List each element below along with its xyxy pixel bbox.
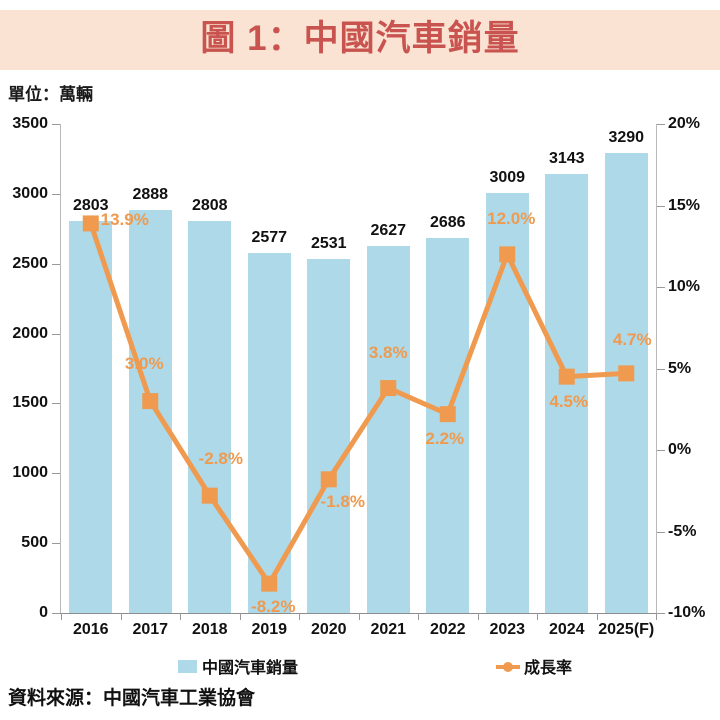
x-axis-tick bbox=[596, 613, 598, 620]
x-axis-label-2022: 2022 bbox=[429, 621, 466, 638]
y-axis-left-label: 500 bbox=[21, 534, 48, 552]
y-axis-left-label: 1500 bbox=[12, 394, 48, 412]
x-axis-line bbox=[52, 613, 664, 614]
y-axis-right-label: 5% bbox=[668, 359, 692, 377]
y-axis-right-tick bbox=[657, 205, 665, 207]
legend-item-growth[interactable]: 成長率 bbox=[496, 654, 572, 678]
bar-value-label: 3143 bbox=[548, 149, 585, 167]
growth-rate-value-label: 2.2% bbox=[425, 429, 465, 449]
bar-sales-2022[interactable] bbox=[426, 237, 470, 613]
x-axis-tick bbox=[299, 613, 300, 620]
y-axis-left-label: 3000 bbox=[12, 184, 48, 202]
x-axis-label-2017: 2017 bbox=[132, 621, 169, 638]
page-title: 圖 1：中國汽車銷量 bbox=[200, 19, 520, 58]
bar-sales-2018[interactable] bbox=[188, 220, 232, 613]
growth-rate-value-label: 3.0% bbox=[124, 354, 164, 374]
y-axis-left-label: 0 bbox=[39, 604, 48, 621]
y-axis-right-label: 20% bbox=[668, 115, 701, 132]
x-axis-label-2020: 2020 bbox=[310, 621, 347, 638]
y-axis-right-tick bbox=[657, 287, 665, 288]
y-axis-left-label: 2500 bbox=[12, 254, 48, 272]
y-axis-left-tick bbox=[52, 333, 60, 335]
y-axis-right-tick bbox=[657, 613, 665, 614]
x-axis-label-2018: 2018 bbox=[191, 621, 228, 638]
y-axis-left-tick bbox=[52, 543, 60, 545]
growth-rate-value-label: 4.7% bbox=[612, 330, 652, 350]
x-axis-tick bbox=[61, 613, 62, 620]
bar-value-label: 2803 bbox=[72, 197, 109, 215]
y-axis-left-tick bbox=[52, 124, 60, 125]
growth-rate-value-label: 3.8% bbox=[368, 343, 408, 363]
bar-sales-2021[interactable] bbox=[366, 245, 410, 613]
y-axis-left-tick bbox=[52, 263, 60, 265]
growth-rate-value-label: -8.2% bbox=[251, 596, 296, 616]
bar-value-label: 2808 bbox=[191, 196, 228, 214]
y-axis-right-label: -10% bbox=[668, 604, 706, 621]
title-band bbox=[0, 10, 720, 70]
y-axis-left-label: 1000 bbox=[12, 464, 48, 482]
x-axis-tick bbox=[418, 613, 419, 620]
bar-value-label: 2888 bbox=[132, 185, 169, 203]
chart-legend: 中國汽車銷量 成長率 bbox=[0, 654, 720, 680]
x-axis-label-2021: 2021 bbox=[370, 621, 407, 638]
legend-item-label: 中國汽車銷量 bbox=[202, 660, 299, 677]
growth-rate-value-label: 4.5% bbox=[549, 391, 589, 411]
y-axis-left-label: 2000 bbox=[12, 324, 48, 342]
unit-label: 單位：萬輛 bbox=[8, 85, 93, 104]
x-axis-tick bbox=[239, 613, 241, 620]
x-axis-tick bbox=[120, 613, 122, 620]
y-axis-left-tick bbox=[52, 193, 60, 195]
y-axis-right-label: 10% bbox=[668, 278, 701, 295]
growth-rate-value-label: -2.8% bbox=[198, 448, 243, 468]
bar-sales-2025(F)[interactable] bbox=[604, 153, 648, 613]
x-axis-label-2023: 2023 bbox=[489, 621, 526, 638]
y-axis-right-label: 0% bbox=[668, 441, 692, 458]
x-axis-label-2019: 2019 bbox=[251, 621, 288, 638]
x-axis-label-2016: 2016 bbox=[72, 621, 109, 638]
bar-sales-2016[interactable] bbox=[69, 221, 113, 613]
x-axis-tick bbox=[656, 613, 657, 620]
x-axis-tick bbox=[180, 613, 181, 620]
legend-item-sales[interactable]: 中國汽車銷量 bbox=[178, 654, 298, 678]
bar-value-label: 3009 bbox=[489, 168, 526, 186]
x-axis-tick bbox=[537, 613, 538, 620]
y-axis-right-tick bbox=[657, 450, 665, 451]
bar-sales-2020[interactable] bbox=[307, 259, 351, 613]
y-axis-left-tick bbox=[52, 613, 60, 614]
bar-swatch-icon bbox=[178, 659, 197, 673]
source-note: 資料來源：中國汽車工業協會 bbox=[8, 688, 256, 709]
bar-sales-2023[interactable] bbox=[485, 192, 529, 613]
x-axis-tick bbox=[358, 613, 360, 620]
growth-rate-value-label: -1.8% bbox=[320, 492, 365, 512]
y-axis-left-tick bbox=[52, 403, 60, 405]
y-axis-right-line bbox=[656, 124, 657, 614]
growth-rate-value-label: 12.0% bbox=[487, 209, 536, 229]
y-axis-left-label: 3500 bbox=[12, 115, 48, 132]
legend-item-label: 成長率 bbox=[524, 660, 573, 677]
y-axis-right-label: -5% bbox=[668, 522, 697, 540]
x-axis-label-2024: 2024 bbox=[548, 621, 585, 638]
bar-sales-2019[interactable] bbox=[247, 252, 291, 613]
bar-value-label: 3290 bbox=[608, 129, 645, 147]
x-axis-tick bbox=[477, 613, 479, 620]
growth-rate-value-label: 13.9% bbox=[100, 210, 149, 230]
y-axis-right-tick bbox=[657, 368, 665, 370]
line-swatch-icon bbox=[496, 660, 520, 673]
y-axis-left-tick bbox=[52, 473, 60, 475]
y-axis-right-tick bbox=[657, 531, 665, 533]
y-axis-right-tick bbox=[657, 124, 665, 125]
x-axis-label-2025(F): 2025(F) bbox=[598, 621, 655, 638]
y-axis-right-label: 15% bbox=[668, 196, 701, 214]
bar-sales-2017[interactable] bbox=[128, 209, 172, 613]
y-axis-left-line bbox=[60, 124, 61, 614]
